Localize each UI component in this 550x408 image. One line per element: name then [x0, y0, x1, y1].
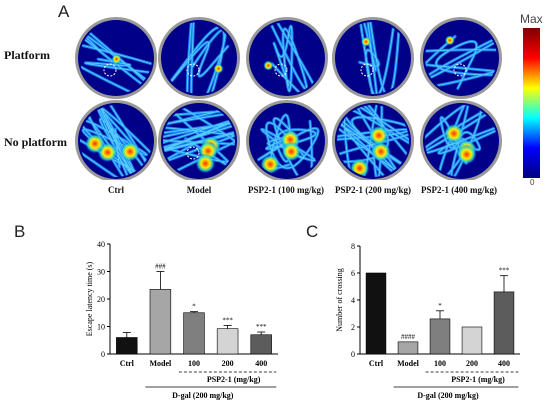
- y-axis-label: Escape latency time (s): [85, 261, 94, 336]
- dose-group-label: PSP2-1 (mg/kg): [207, 375, 261, 384]
- colorbar-min-label: 0: [530, 178, 535, 187]
- significance-mark: *: [192, 303, 196, 311]
- significance-mark: ***: [256, 323, 267, 331]
- x-tick-label: 400: [255, 359, 267, 368]
- x-tick-label: Model: [150, 359, 173, 368]
- dgal-group-label: D-gal (200 mg/kg): [172, 391, 234, 400]
- heatmap-platform-4: [420, 17, 502, 99]
- heatmap-no-platform-3: [332, 100, 414, 180]
- y-tick-label: 8: [351, 242, 355, 251]
- heatmap-no-platform-0: [75, 100, 157, 180]
- row-label-platform: Platform: [4, 48, 50, 62]
- bar-100: [183, 312, 205, 355]
- column-label-psp-100: PSP2-1 (100 mg/kg): [248, 185, 324, 195]
- panel-c-letter: C: [306, 222, 319, 241]
- significance-mark: ***: [222, 316, 233, 324]
- bar-model: [397, 341, 419, 355]
- y-tick-label: 20: [97, 295, 105, 304]
- x-tick-label: 400: [498, 359, 510, 368]
- column-label-model: Model: [186, 185, 212, 195]
- x-tick-label: 100: [434, 359, 446, 368]
- bar-400: [250, 334, 272, 355]
- significance-mark: *: [438, 302, 442, 310]
- platform-marker: [274, 63, 288, 77]
- bar-ctrl: [116, 337, 138, 355]
- colorbar-max-label: Max: [520, 12, 543, 26]
- y-tick-label: 2: [351, 323, 355, 332]
- x-tick-label: 200: [222, 359, 234, 368]
- x-tick-label: Ctrl: [369, 359, 384, 368]
- y-tick-label: 4: [351, 296, 355, 305]
- bar-200: [461, 326, 483, 355]
- heatmap-no-platform-1: [158, 100, 240, 180]
- platform-marker: [360, 63, 374, 77]
- x-tick-label: Model: [397, 359, 420, 368]
- bar-100: [429, 318, 451, 355]
- bar-200: [216, 328, 239, 355]
- panel-a-letter: A: [58, 2, 70, 21]
- y-tick-label: 10: [97, 323, 105, 332]
- row-label-no-platform: No platform: [4, 135, 67, 149]
- colorbar: [523, 28, 540, 178]
- bar-ctrl: [365, 272, 387, 355]
- escape-latency-chart: 0 10 20 30 40 Escape latency time (s) Ctrl ### M…: [85, 240, 278, 400]
- heatmap-platform-3: [332, 17, 414, 99]
- heatmap-platform-0: [75, 17, 157, 99]
- platform-marker: [186, 63, 200, 77]
- bar-model: [149, 289, 172, 355]
- heatmap-platform-1: [158, 17, 240, 99]
- significance-mark: ####: [401, 333, 416, 341]
- y-tick-label: 30: [97, 268, 105, 277]
- bar-400: [493, 291, 515, 355]
- crossing-number-chart: 0 2 4 6 8 Number of crossing Ctrl #### Model * 100…: [335, 242, 520, 400]
- heatmap-no-platform-2: [246, 100, 328, 180]
- significance-mark: ***: [499, 267, 510, 275]
- column-label-psp-400: PSP2-1 (400 mg/kg): [421, 185, 497, 195]
- y-tick-label: 0: [351, 350, 355, 359]
- platform-marker: [453, 63, 467, 77]
- platform-marker: [186, 146, 200, 160]
- platform-marker: [103, 63, 117, 77]
- heatmap-grid: [75, 17, 540, 180]
- column-label-psp-200: PSP2-1 (200 mg/kg): [335, 185, 411, 195]
- x-tick-label: 200: [466, 359, 478, 368]
- significance-mark: ###: [155, 263, 166, 271]
- y-tick-label: 0: [101, 350, 105, 359]
- heatmap-platform-2: [246, 17, 328, 99]
- y-axis-label: Number of crossing: [335, 268, 344, 332]
- dgal-group-label: D-gal (200 mg/kg): [417, 391, 479, 400]
- panel-b-letter: B: [14, 222, 26, 241]
- y-tick-label: 40: [97, 240, 105, 249]
- y-tick-label: 6: [351, 269, 355, 278]
- x-tick-label: 100: [188, 359, 200, 368]
- dose-group-label: PSP2-1 (mg/kg): [451, 375, 505, 384]
- column-label-ctrl: Ctrl: [108, 185, 124, 195]
- heatmap-no-platform-4: [420, 100, 502, 180]
- x-tick-label: Ctrl: [120, 359, 135, 368]
